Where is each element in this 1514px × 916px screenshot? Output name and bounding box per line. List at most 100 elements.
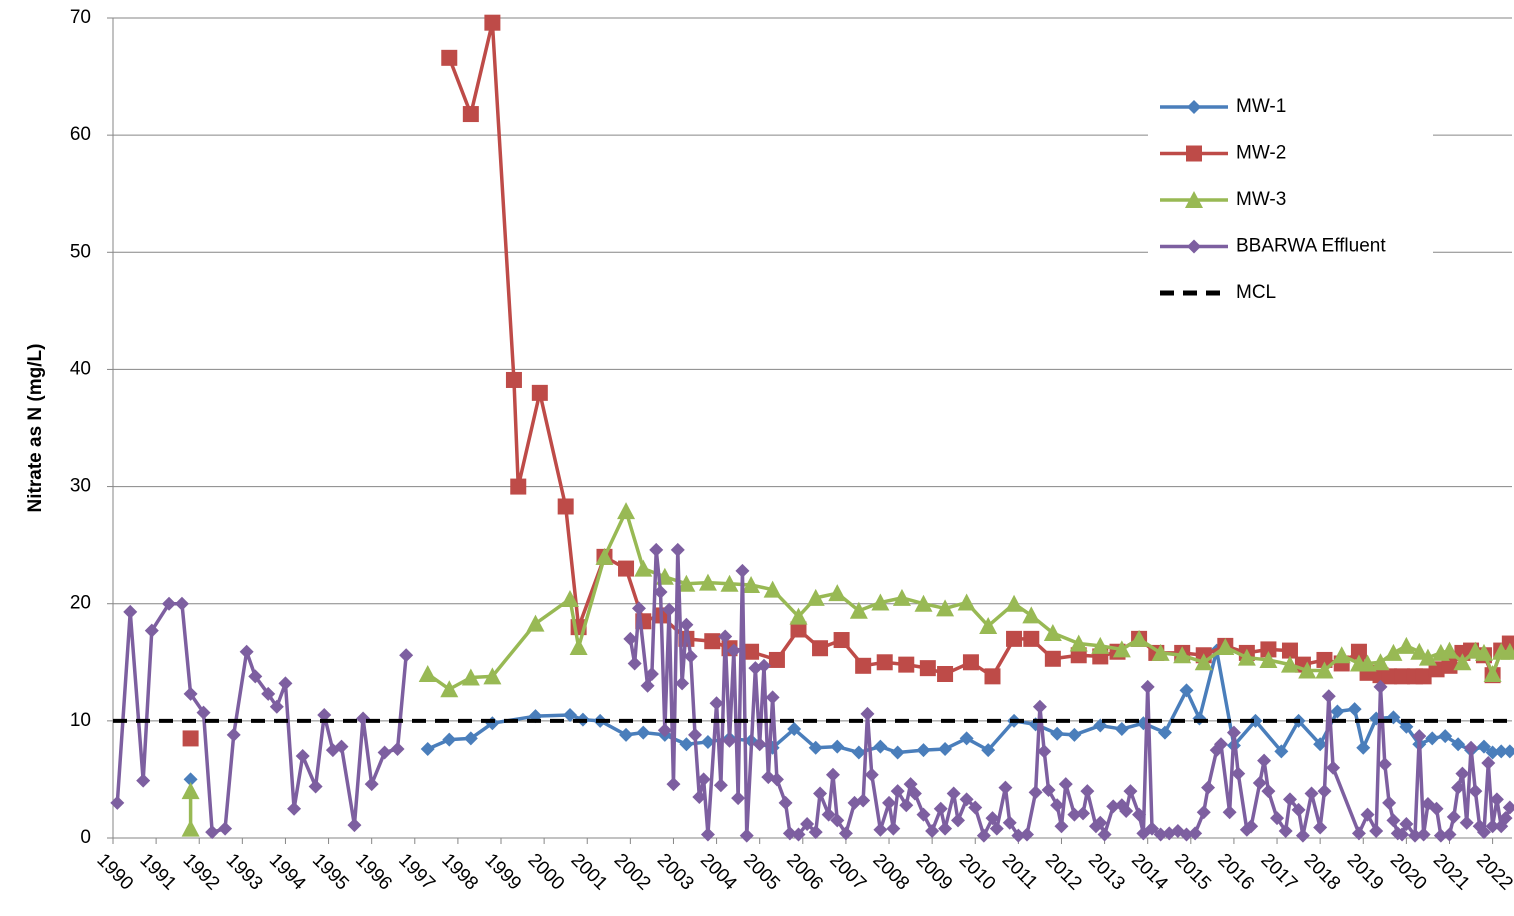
marker <box>1261 784 1276 799</box>
marker <box>892 588 911 606</box>
marker <box>787 722 802 737</box>
x-tick-label: 1990 <box>92 850 137 895</box>
marker <box>1494 744 1509 759</box>
marker <box>1123 784 1138 799</box>
marker <box>1291 802 1306 817</box>
marker <box>1112 640 1131 658</box>
marker <box>1412 729 1427 744</box>
x-tick-label: 2011 <box>998 850 1042 894</box>
marker <box>936 599 955 617</box>
marker <box>1418 648 1437 666</box>
marker <box>726 643 741 658</box>
marker <box>557 498 574 515</box>
marker <box>483 667 502 685</box>
x-tick-label: 2002 <box>610 850 655 895</box>
marker <box>1351 826 1366 841</box>
marker <box>162 596 177 611</box>
marker <box>698 573 717 591</box>
marker <box>623 631 638 646</box>
x-tick-label: 1994 <box>265 850 310 895</box>
marker <box>1347 702 1362 717</box>
marker <box>1381 668 1398 685</box>
marker <box>1011 828 1026 843</box>
marker <box>1377 757 1392 772</box>
marker <box>182 730 199 747</box>
x-tick-label: 2012 <box>1041 850 1086 895</box>
marker <box>1187 239 1201 254</box>
marker <box>181 782 200 800</box>
marker <box>1187 100 1201 114</box>
marker <box>806 588 825 606</box>
marker <box>981 743 996 758</box>
marker <box>308 779 323 794</box>
marker <box>813 786 828 801</box>
marker <box>1438 729 1453 744</box>
marker <box>463 731 478 746</box>
marker <box>800 816 815 831</box>
marker <box>670 542 685 557</box>
marker <box>959 731 974 746</box>
marker <box>830 739 845 754</box>
marker <box>1399 719 1414 734</box>
marker <box>989 821 1004 836</box>
marker <box>1260 641 1277 658</box>
marker <box>1151 643 1170 661</box>
marker <box>1384 643 1403 661</box>
marker <box>1278 823 1293 838</box>
marker <box>898 656 915 673</box>
marker <box>261 686 276 701</box>
marker <box>347 818 362 833</box>
x-tick-label: 2005 <box>739 850 784 895</box>
marker <box>1132 807 1147 822</box>
series-line <box>115 548 1512 838</box>
marker <box>919 660 936 677</box>
x-tick-label: 2008 <box>868 850 913 895</box>
marker <box>743 643 760 660</box>
marker <box>985 811 1000 826</box>
marker <box>649 542 664 557</box>
marker <box>1451 780 1466 795</box>
marker <box>871 593 890 611</box>
marker <box>713 778 728 793</box>
marker <box>890 745 905 760</box>
x-tick-label: 2009 <box>912 850 957 895</box>
marker <box>1483 665 1502 682</box>
marker <box>1459 815 1474 830</box>
marker <box>825 767 840 782</box>
marker <box>1257 753 1272 768</box>
y-tick-label: 0 <box>80 827 91 848</box>
marker <box>769 772 784 787</box>
marker <box>873 739 888 754</box>
x-tick-label: 1993 <box>222 850 267 895</box>
marker <box>688 727 703 742</box>
marker <box>812 640 829 657</box>
x-tick-label: 2004 <box>696 850 741 895</box>
marker <box>562 708 577 722</box>
marker <box>951 813 966 828</box>
marker <box>959 792 974 807</box>
marker <box>828 584 847 602</box>
marker <box>569 638 588 656</box>
marker <box>1119 804 1134 819</box>
marker <box>356 711 371 726</box>
marker <box>1415 668 1432 685</box>
marker <box>946 786 961 801</box>
marker <box>778 795 793 810</box>
marker <box>860 706 875 721</box>
marker <box>183 686 198 701</box>
marker <box>1231 766 1246 781</box>
marker <box>914 594 933 612</box>
marker <box>1500 642 1514 660</box>
marker <box>1002 815 1017 830</box>
marker <box>1416 827 1431 842</box>
marker <box>627 656 642 671</box>
marker <box>248 669 263 684</box>
marker <box>1188 826 1203 841</box>
marker <box>979 616 998 634</box>
legend: MW-1 MW-2 MW-3 BBARWA Effluent MCL <box>1148 83 1433 315</box>
y-tick-label: 70 <box>70 7 91 28</box>
x-tick-label: 2010 <box>955 850 1000 895</box>
marker <box>763 580 782 598</box>
marker <box>441 49 458 66</box>
marker <box>1315 661 1334 679</box>
